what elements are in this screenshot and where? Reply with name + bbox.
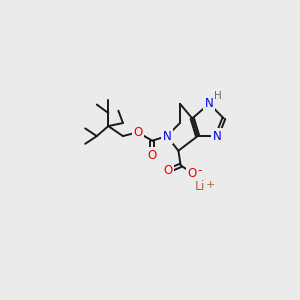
Text: H: H	[214, 91, 221, 101]
Text: N: N	[163, 130, 171, 142]
Text: O: O	[163, 164, 172, 177]
Text: N: N	[205, 97, 214, 110]
Text: N: N	[212, 130, 221, 142]
Text: Li: Li	[195, 180, 205, 194]
Text: -: -	[198, 164, 202, 177]
Text: O: O	[148, 149, 157, 162]
Text: O: O	[188, 167, 197, 180]
Text: O: O	[133, 126, 142, 139]
Text: +: +	[206, 180, 215, 190]
